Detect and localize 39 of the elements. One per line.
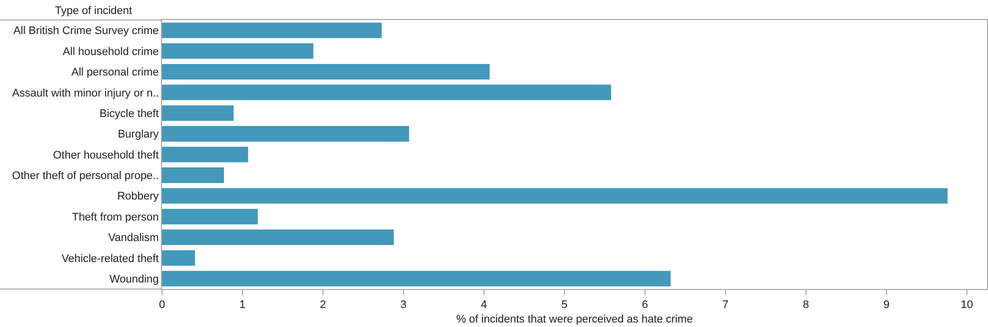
bar (162, 84, 612, 100)
bar (162, 43, 314, 59)
y-tick-label: Wounding (109, 274, 159, 286)
x-tick-label: 0 (158, 299, 166, 312)
bar (162, 208, 258, 224)
x-tick-label: 2 (320, 299, 326, 312)
y-tick-label: Burglary (118, 128, 160, 141)
x-tick-label: 9 (883, 299, 890, 312)
y-tick-label: Robbery (117, 190, 160, 203)
y-tick-label: All household crime (62, 46, 159, 58)
bar (162, 105, 234, 121)
y-tick-label: All British Crime Survey crime (13, 25, 159, 38)
x-tick-label: 3 (400, 299, 407, 312)
y-tick-label: Vehicle-related theft (62, 252, 159, 265)
bar (162, 64, 490, 80)
x-tick-label: 10 (960, 299, 974, 312)
x-tick-label: 4 (480, 299, 488, 312)
x-tick-label: 5 (561, 299, 568, 312)
y-tick-label: Vandalism (108, 232, 159, 244)
bar (162, 250, 195, 266)
y-tick-label: Bicycle theft (99, 108, 159, 120)
y-tick-label: Other household theft (53, 149, 159, 162)
bar (162, 230, 394, 246)
bar (162, 146, 248, 162)
y-tick-label: Theft from person (72, 211, 159, 224)
x-tick-label: 1 (239, 299, 246, 312)
bar (162, 126, 410, 142)
bar (162, 22, 382, 38)
x-axis-title: % of incidents that were perceived as hate crime (456, 313, 693, 326)
x-tick-label: 8 (802, 299, 809, 312)
y-tick-label: All personal crime (71, 66, 159, 79)
bar (162, 270, 671, 286)
x-tick-label: 7 (722, 299, 728, 312)
y-tick-label: Other theft of personal prope.. (12, 170, 159, 182)
y-axis-title: Type of incident (55, 5, 132, 17)
bar (162, 167, 224, 183)
bar (162, 188, 948, 204)
y-tick-label: Assault with minor injury or n.. (12, 87, 159, 100)
x-tick-label: 6 (642, 299, 648, 312)
